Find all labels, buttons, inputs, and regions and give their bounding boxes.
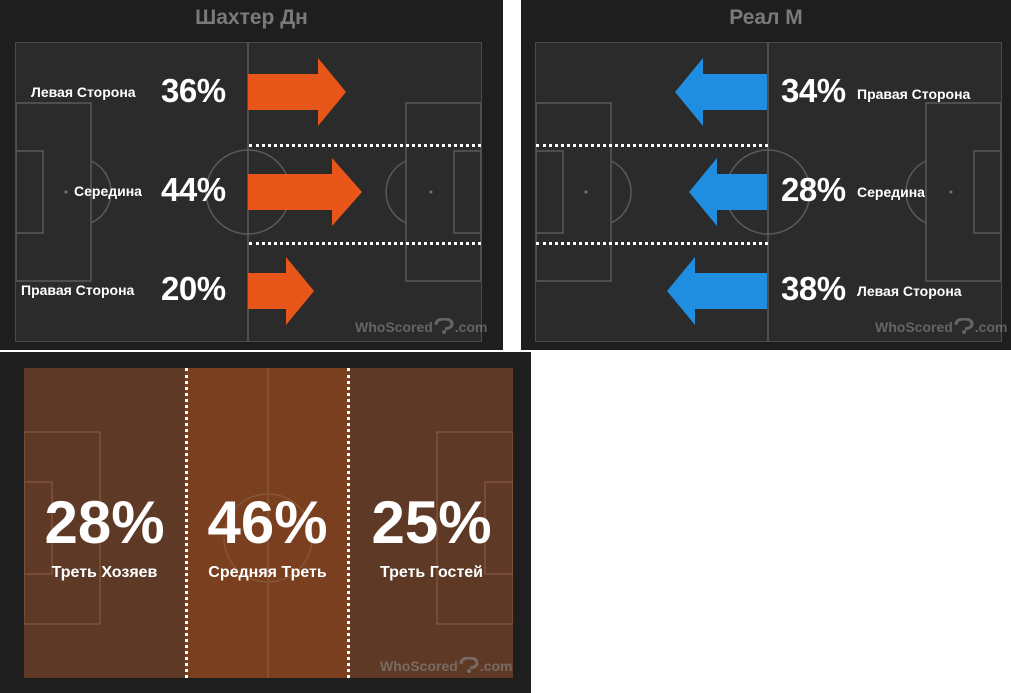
home-right-arrow <box>248 257 314 325</box>
home-team-title: Шахтер Дн <box>195 6 308 29</box>
away-top-arrow <box>675 58 767 126</box>
watermark-text: WhoScored <box>355 319 433 335</box>
zone-home-third <box>24 368 185 678</box>
away-bottom-pct: 38% <box>781 270 846 307</box>
away-pitch <box>535 42 1002 342</box>
whoscored-logo-icon <box>434 318 454 334</box>
row-divider <box>249 242 481 245</box>
whoscored-logo-icon <box>459 657 479 673</box>
home-left-pct: 36% <box>161 72 226 109</box>
zone-middle-label: Средняя Треть <box>208 564 327 581</box>
watermark-tld: .com <box>479 658 513 674</box>
home-left-label: Левая Сторона <box>31 84 136 100</box>
away-top-label: Правая Сторона <box>857 86 971 102</box>
home-center-label: Середина <box>74 183 142 199</box>
zone-divider <box>347 368 350 678</box>
watermark-text: WhoScored <box>380 658 458 674</box>
zone-middle-pct: 46% <box>207 489 328 556</box>
row-divider <box>536 144 768 147</box>
home-right-pct: 20% <box>161 270 226 307</box>
home-watermark: WhoScored .com <box>355 318 487 335</box>
zone-home-pct: 28% <box>44 489 165 556</box>
pitch-markings <box>16 43 481 341</box>
row-divider <box>249 144 481 147</box>
row-divider <box>536 242 768 245</box>
whoscored-logo-icon <box>954 318 974 334</box>
zone-divider <box>185 368 188 678</box>
pitch-markings <box>24 368 513 678</box>
away-center-arrow <box>689 158 767 226</box>
away-center-label: Середина <box>857 184 925 200</box>
home-right-label: Правая Сторона <box>21 282 135 298</box>
away-watermark: WhoScored .com <box>875 318 1007 335</box>
away-bottom-label: Левая Сторона <box>857 283 962 299</box>
zone-home-label: Треть Хозяев <box>51 564 158 581</box>
zones-pitch <box>24 368 513 678</box>
home-left-arrow <box>248 58 346 126</box>
watermark-tld: .com <box>974 319 1008 335</box>
away-bottom-arrow <box>667 257 767 325</box>
home-center-pct: 44% <box>161 171 226 208</box>
away-top-pct: 34% <box>781 72 846 109</box>
zone-away-pct: 25% <box>371 489 492 556</box>
zone-away-third <box>350 368 513 678</box>
zones-watermark: WhoScored .com <box>380 657 512 674</box>
away-center-pct: 28% <box>781 171 846 208</box>
zone-away-label: Треть Гостей <box>379 564 484 581</box>
pitch-markings <box>536 43 1001 341</box>
away-team-title: Реал М <box>729 6 803 29</box>
watermark-text: WhoScored <box>875 319 953 335</box>
watermark-tld: .com <box>454 319 488 335</box>
home-center-arrow <box>248 158 362 226</box>
